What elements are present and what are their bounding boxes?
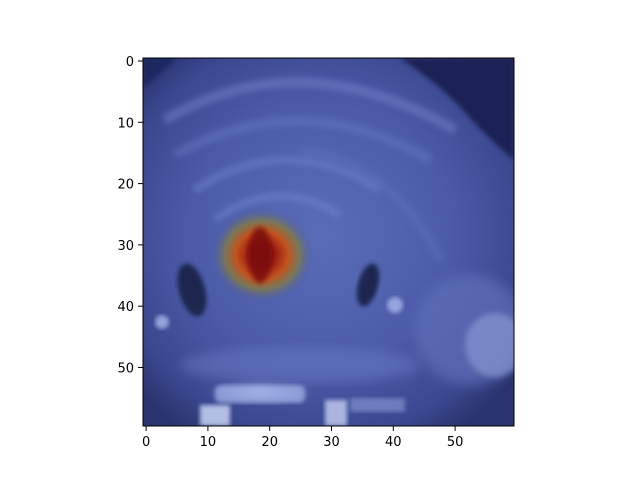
y-tick-label: 30 [117,239,134,254]
x-tick-label: 0 [142,435,150,450]
y-tick-label: 50 [117,362,134,377]
x-tick-label: 40 [385,435,402,450]
y-axis [138,60,143,368]
x-axis [145,426,456,431]
y-tick-label: 10 [117,116,134,131]
x-tick-label: 20 [261,435,278,450]
y-tick-label: 0 [126,55,134,70]
x-tick-label: 10 [200,435,217,450]
y-tick-label: 20 [117,178,134,193]
axes-frame [142,57,515,427]
heatmap-image [143,58,514,426]
x-tick-label: 50 [447,435,464,450]
y-tick-label: 40 [117,300,134,315]
x-tick-label: 30 [323,435,340,450]
